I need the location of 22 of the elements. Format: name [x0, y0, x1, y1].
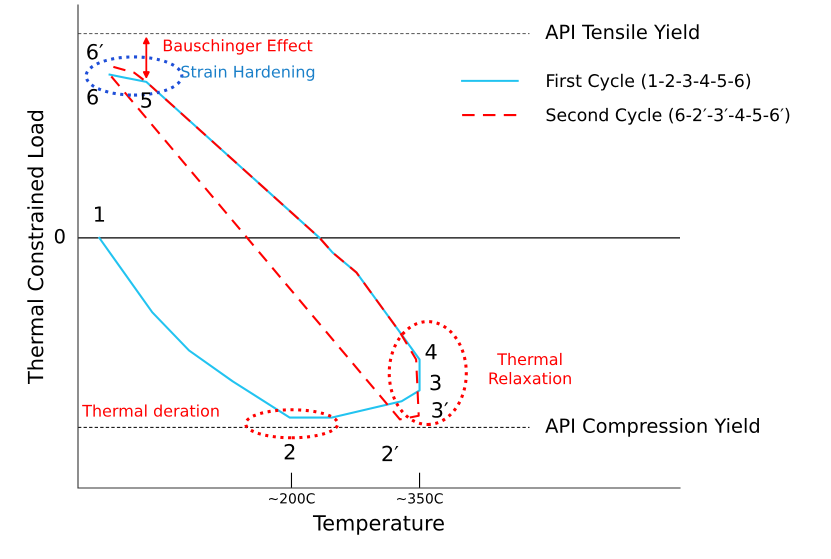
annotation: 2′ — [382, 446, 398, 462]
annotation: Thermal deration — [82, 404, 219, 417]
annotation: Thermal Relaxation — [490, 352, 571, 384]
x-tick-label: ~350C — [397, 493, 443, 504]
annotation: 3′ — [432, 402, 448, 418]
ref-line-label: API Tensile Yield — [545, 24, 699, 40]
annotation: Strain Hardening — [181, 65, 314, 81]
annotation: 5 — [141, 92, 152, 108]
ref-line-label: API Compression Yield — [545, 418, 759, 437]
annotation: 3 — [430, 374, 441, 390]
y-axis-title: Thermal Constrained Load — [27, 110, 44, 384]
x-tick-label: ~200C — [269, 493, 315, 504]
annotation: Bauschinger Effect — [164, 39, 312, 55]
legend-label: Second Cycle (6-2′-3′-4-5-6′) — [546, 108, 790, 125]
legend-label: First Cycle (1-2-3-4-5-6) — [547, 74, 750, 91]
annotation: 6′ — [87, 44, 104, 60]
annotation: 6 — [87, 88, 98, 105]
annotation: 2 — [284, 444, 294, 460]
annotation: 1 — [95, 206, 104, 222]
x-axis-title: Temperature — [312, 515, 444, 535]
ref-line-label: 0 — [54, 228, 65, 244]
annotation: 4 — [426, 344, 437, 360]
